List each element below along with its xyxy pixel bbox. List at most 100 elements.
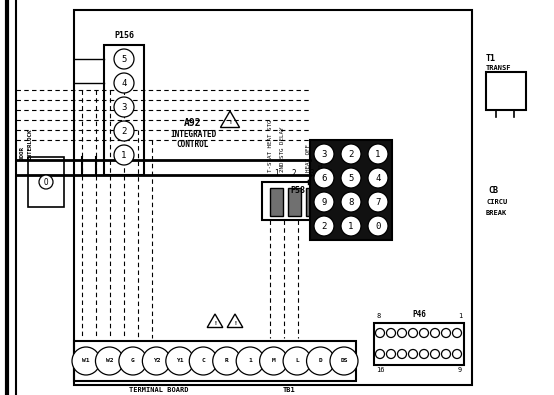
Bar — [74, 341, 356, 381]
Text: BREAK: BREAK — [486, 210, 507, 216]
Circle shape — [114, 97, 134, 117]
Circle shape — [442, 350, 450, 359]
Text: 1: 1 — [375, 149, 381, 158]
Text: 1: 1 — [121, 150, 127, 160]
Circle shape — [387, 350, 396, 359]
Circle shape — [341, 168, 361, 188]
Bar — [374, 323, 464, 365]
Text: 2: 2 — [348, 149, 353, 158]
Text: TERMINAL BOARD: TERMINAL BOARD — [129, 387, 189, 393]
Circle shape — [453, 329, 461, 337]
Circle shape — [314, 168, 334, 188]
Text: DELAY: DELAY — [319, 154, 324, 172]
Circle shape — [39, 175, 53, 189]
Text: 8: 8 — [348, 198, 353, 207]
Text: CB: CB — [488, 186, 498, 194]
Text: A92: A92 — [184, 118, 202, 128]
Circle shape — [314, 192, 334, 212]
Text: 1: 1 — [274, 169, 278, 178]
Text: CONTROL: CONTROL — [177, 139, 209, 149]
Circle shape — [314, 216, 334, 236]
Bar — [28, 157, 64, 207]
Text: T-STAT HEAT STG: T-STAT HEAT STG — [268, 120, 273, 172]
Circle shape — [95, 347, 124, 375]
Text: Y2: Y2 — [152, 359, 160, 363]
Text: C: C — [202, 359, 205, 363]
Text: !: ! — [233, 321, 237, 326]
Circle shape — [453, 350, 461, 359]
Bar — [104, 45, 144, 175]
Circle shape — [119, 347, 147, 375]
Circle shape — [341, 216, 361, 236]
Circle shape — [283, 347, 311, 375]
Text: P46: P46 — [412, 310, 426, 319]
Bar — [486, 72, 526, 110]
Circle shape — [398, 350, 407, 359]
Text: Y1: Y1 — [176, 359, 183, 363]
Text: L: L — [295, 359, 299, 363]
Circle shape — [442, 329, 450, 337]
Circle shape — [387, 329, 396, 337]
Circle shape — [189, 347, 217, 375]
Text: 1: 1 — [248, 359, 252, 363]
Circle shape — [236, 347, 264, 375]
Text: 3: 3 — [121, 102, 127, 111]
Text: 2: 2 — [321, 222, 327, 231]
Text: DOOR: DOOR — [19, 146, 24, 160]
Text: 1: 1 — [458, 313, 462, 319]
Text: 2: 2 — [292, 169, 296, 178]
Text: 0: 0 — [375, 222, 381, 231]
Bar — [310, 140, 392, 240]
Text: CIRCU: CIRCU — [486, 199, 507, 205]
Text: P156: P156 — [114, 31, 134, 40]
Circle shape — [368, 192, 388, 212]
Text: !: ! — [213, 321, 217, 326]
Text: 8: 8 — [376, 313, 380, 319]
Circle shape — [368, 168, 388, 188]
Circle shape — [330, 347, 358, 375]
Circle shape — [430, 329, 439, 337]
Text: !: ! — [228, 120, 232, 125]
Bar — [288, 188, 301, 216]
Circle shape — [368, 144, 388, 164]
Circle shape — [376, 350, 384, 359]
Text: INTERLOCK: INTERLOCK — [28, 128, 33, 160]
Text: INTEGRATED: INTEGRATED — [170, 130, 216, 139]
Text: 1: 1 — [348, 222, 353, 231]
Circle shape — [376, 329, 384, 337]
Text: 9: 9 — [321, 198, 327, 207]
Circle shape — [306, 347, 335, 375]
Text: P58: P58 — [290, 186, 305, 194]
Bar — [306, 188, 319, 216]
Circle shape — [368, 216, 388, 236]
Circle shape — [419, 329, 428, 337]
Circle shape — [72, 347, 100, 375]
Text: DS: DS — [340, 359, 348, 363]
Text: 2: 2 — [121, 126, 127, 135]
Text: M: M — [272, 359, 275, 363]
Text: T1: T1 — [486, 53, 496, 62]
Circle shape — [341, 192, 361, 212]
Bar — [324, 188, 337, 216]
Circle shape — [408, 329, 418, 337]
Circle shape — [260, 347, 288, 375]
Bar — [74, 10, 472, 385]
Text: 4: 4 — [327, 169, 332, 178]
Text: 7: 7 — [375, 198, 381, 207]
Text: D: D — [319, 359, 322, 363]
Circle shape — [430, 350, 439, 359]
Circle shape — [142, 347, 171, 375]
Text: R: R — [225, 359, 229, 363]
Circle shape — [114, 73, 134, 93]
Text: G: G — [131, 359, 135, 363]
Circle shape — [114, 145, 134, 165]
Circle shape — [419, 350, 428, 359]
Text: 9: 9 — [458, 367, 462, 373]
Circle shape — [314, 144, 334, 164]
Text: 4: 4 — [375, 173, 381, 182]
Text: 4: 4 — [121, 79, 127, 88]
Text: O: O — [44, 177, 48, 186]
Circle shape — [114, 121, 134, 141]
Text: 3: 3 — [321, 149, 327, 158]
Text: W2: W2 — [106, 359, 113, 363]
